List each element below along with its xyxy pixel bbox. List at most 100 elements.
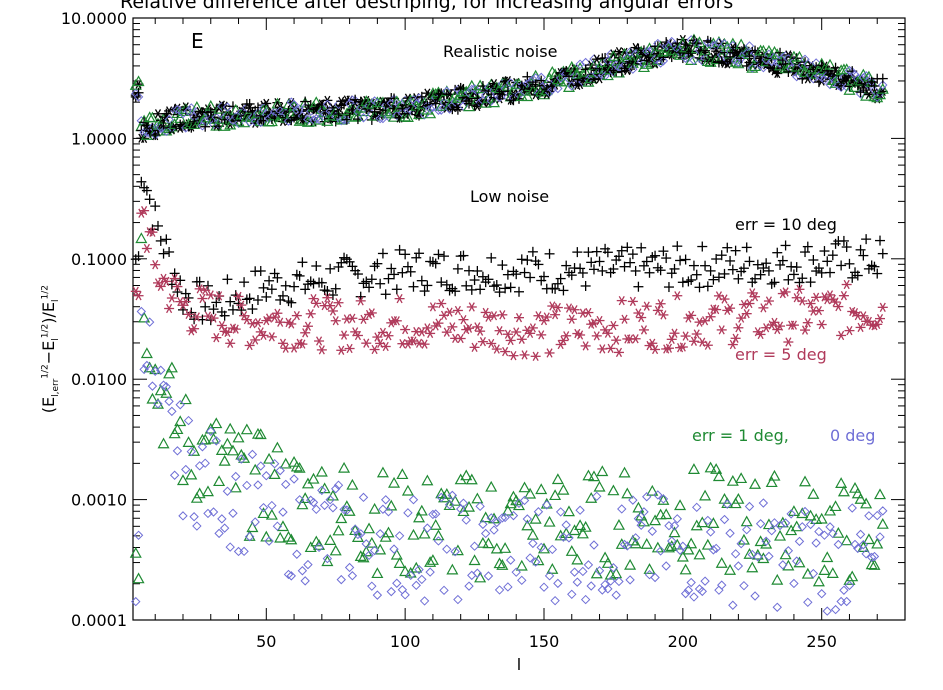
diamond-marker [275,465,285,476]
triangle-marker [129,546,142,558]
plus-marker [586,257,597,268]
plus-marker [491,280,502,291]
x-tick-label: 50 [256,632,276,651]
plus-marker [461,280,472,291]
triangle-marker [860,497,873,509]
diamond-marker [783,546,794,556]
triangle-marker [207,432,220,444]
plus-marker [469,275,480,286]
diamond-marker [619,539,630,550]
plus-marker [133,251,144,262]
diamond-marker [742,524,752,535]
triangle-marker [704,461,717,473]
plus-marker [608,263,619,274]
plus-marker [175,275,186,286]
diamond-marker [386,586,396,597]
plus-marker [472,265,483,276]
plus-marker [269,268,280,279]
diamond-marker [369,545,380,556]
plus-marker [691,269,702,280]
diamond-marker [766,56,777,67]
asterisk-marker [150,260,161,270]
diamond-marker [430,509,441,519]
asterisk-marker [433,318,444,328]
triangle-marker [263,452,276,464]
diamond-marker [236,454,247,464]
diamond-marker [472,568,483,578]
asterisk-marker [569,305,580,315]
plus-marker [741,242,752,253]
triangle-marker [188,445,201,456]
diamond-marker [192,521,202,531]
diamond-marker [697,586,707,597]
triangle-marker [304,541,317,553]
asterisk-marker [408,336,419,346]
plus-marker [386,263,397,274]
plus-marker [289,281,300,292]
asterisk-marker [427,302,438,312]
triangle-marker [193,487,206,499]
plus-marker [638,260,649,271]
diamond-marker [530,557,541,567]
triangle-marker [274,531,287,543]
plus-marker [713,272,724,283]
diamond-marker [361,539,371,549]
plus-marker [869,261,880,272]
plus-marker [700,45,711,56]
diamond-marker [567,589,577,600]
triangle-marker [565,545,578,556]
plus-marker [511,269,522,280]
triangle-marker [388,110,401,122]
plus-marker [297,257,308,268]
asterisk-marker [550,310,561,320]
plus-marker [877,73,888,84]
triangle-marker [749,478,762,489]
diamond-marker [161,382,172,392]
asterisk-marker [458,314,469,325]
diamond-marker [661,561,671,571]
plus-marker [505,282,516,293]
diamond-marker [628,64,638,74]
asterisk-marker [311,298,322,309]
diamond-marker [803,59,813,69]
triangle-marker [801,567,814,579]
diamond-marker [805,519,816,530]
triangle-marker [732,492,745,504]
plus-marker [200,121,211,132]
triangle-marker [424,556,437,567]
asterisk-marker [180,296,191,307]
asterisk-marker [372,332,383,342]
diamond-marker [611,590,621,600]
asterisk-marker [264,313,275,323]
asterisk-marker [197,293,208,304]
diamond-marker [300,576,310,586]
diamond-marker [517,575,527,586]
diamond-marker [766,526,777,536]
plus-marker [427,256,438,267]
triangle-marker [196,114,209,126]
triangle-marker [743,548,756,559]
asterisk-marker [775,321,786,331]
asterisk-marker [605,343,616,354]
triangle-marker [135,232,148,244]
diamond-marker [197,442,208,452]
triangle-marker [715,557,728,568]
triangle-marker [146,392,159,404]
triangle-marker [288,455,301,467]
diamond-marker [692,502,702,513]
plus-marker [341,114,352,125]
plus-marker [452,104,463,115]
plus-marker [861,234,872,245]
asterisk-marker [816,319,827,330]
triangle-marker [871,537,884,549]
triangle-marker [249,463,262,475]
asterisk-marker [780,287,791,297]
triangle-marker [662,541,675,553]
plus-marker [280,280,291,291]
asterisk-marker [511,327,522,337]
plus-marker [558,285,569,296]
triangle-marker [471,492,484,504]
plus-marker [538,271,549,282]
triangle-marker [873,488,887,500]
diamond-marker [878,80,888,90]
